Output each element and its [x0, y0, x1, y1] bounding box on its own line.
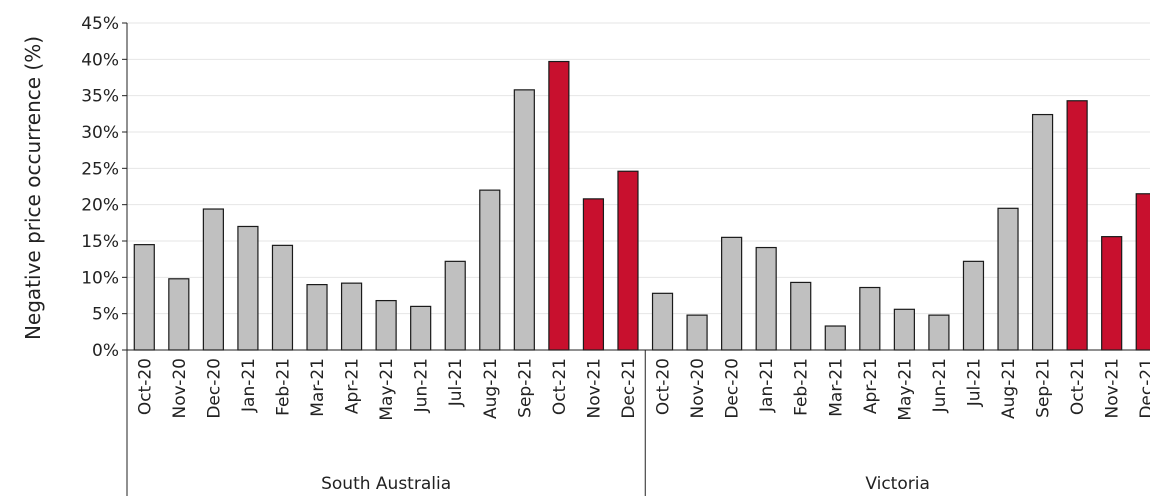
bar [617, 170, 639, 351]
bar [513, 89, 535, 351]
bar [582, 198, 605, 351]
bar [306, 284, 328, 351]
x-category-label: Mar-21 [308, 358, 328, 417]
bar [721, 236, 743, 351]
bar [686, 314, 708, 351]
bar [790, 281, 812, 351]
bar [271, 244, 294, 351]
x-category-label: Dec-21 [1137, 358, 1150, 419]
y-tick-label: 15% [81, 232, 119, 252]
x-category-label: Apr-21 [343, 358, 363, 414]
axes [122, 22, 1150, 496]
x-category-label: Apr-21 [861, 358, 881, 414]
bar [824, 325, 846, 351]
x-category-label: Oct-20 [135, 358, 155, 415]
bar [410, 305, 432, 351]
bar [651, 292, 674, 351]
x-category-label: May-21 [377, 358, 397, 421]
bars [133, 60, 1150, 351]
group-label: South Australia [321, 474, 451, 494]
bar [375, 299, 397, 351]
x-category-label: Oct-21 [1068, 358, 1088, 415]
x-category-label: Jan-21 [757, 358, 777, 413]
x-category-label: Sep-21 [515, 358, 535, 418]
x-category-label: Feb-21 [273, 358, 293, 416]
bar [859, 286, 881, 351]
x-category-label: Jun-21 [412, 358, 432, 413]
y-tick-label: 0% [92, 341, 119, 361]
y-tick-label: 30% [81, 123, 119, 143]
bar [997, 207, 1019, 351]
bar [928, 314, 950, 351]
x-category-label: Dec-21 [619, 358, 639, 419]
bar [133, 244, 155, 351]
bar [893, 308, 915, 351]
x-category-label: Oct-20 [654, 358, 674, 415]
y-axis-label: Negative price occurrence (%) [21, 36, 45, 340]
y-tick-label: 35% [81, 87, 119, 107]
bar [1066, 100, 1088, 351]
bar [548, 60, 570, 351]
bar [962, 260, 985, 351]
x-category-label: Dec-20 [204, 358, 224, 419]
x-category-label: Jan-21 [239, 358, 259, 413]
y-tick-label: 5% [92, 305, 119, 325]
x-category-label: Nov-20 [170, 358, 190, 419]
y-tick-label: 40% [81, 50, 119, 70]
group-label: Victoria [865, 474, 930, 494]
x-category-label: May-21 [895, 358, 915, 421]
x-category-label: Jun-21 [930, 358, 950, 413]
bar [168, 278, 190, 351]
y-tick-label: 10% [81, 268, 119, 288]
bar [1135, 193, 1150, 351]
x-category-label: Sep-21 [1034, 358, 1054, 418]
y-tick-label: 45% [81, 14, 119, 34]
bar [1101, 236, 1123, 351]
y-tick-label: 20% [81, 196, 119, 216]
x-category-label: Nov-20 [688, 358, 708, 419]
x-category-label: Feb-21 [792, 358, 812, 416]
x-category-label: Mar-21 [826, 358, 846, 417]
x-category-label: Dec-20 [723, 358, 743, 419]
x-category-label: Jul-21 [446, 358, 466, 407]
x-category-label: Jul-21 [964, 358, 984, 407]
bar [202, 208, 224, 351]
x-category-label: Nov-21 [1103, 358, 1123, 419]
x-category-label: Aug-21 [999, 358, 1019, 419]
y-tick-label: 25% [81, 159, 119, 179]
x-category-label: Nov-21 [584, 358, 604, 419]
bar [340, 282, 363, 351]
x-category-label: Oct-21 [550, 358, 570, 415]
bar [755, 246, 777, 351]
bar [1031, 113, 1054, 351]
bar [444, 260, 466, 351]
labels: 0% 5% 10% 15% 20% 25% 30% 35% 40% 45% Oct-20 Nov-20… [81, 14, 1150, 494]
x-category-label: Aug-21 [481, 358, 501, 419]
bar [479, 189, 501, 351]
bar [237, 225, 259, 351]
gridlines [127, 22, 1150, 315]
